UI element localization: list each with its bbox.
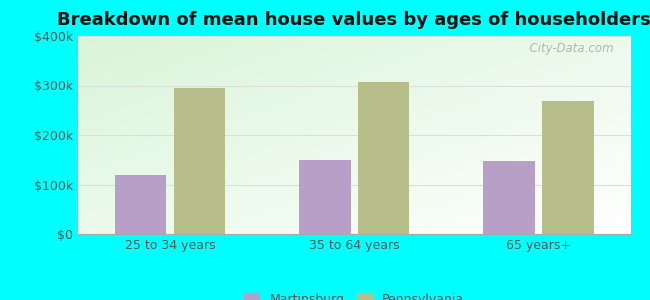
Bar bbox=[115, 175, 166, 234]
Bar bbox=[542, 101, 593, 234]
Bar bbox=[299, 160, 350, 234]
Title: Breakdown of mean house values by ages of householders: Breakdown of mean house values by ages o… bbox=[57, 11, 650, 29]
Bar bbox=[174, 88, 226, 234]
Bar bbox=[483, 161, 535, 234]
Legend: Martinsburg, Pennsylvania: Martinsburg, Pennsylvania bbox=[239, 288, 469, 300]
Bar bbox=[358, 82, 410, 234]
Text: City-Data.com: City-Data.com bbox=[523, 42, 614, 55]
